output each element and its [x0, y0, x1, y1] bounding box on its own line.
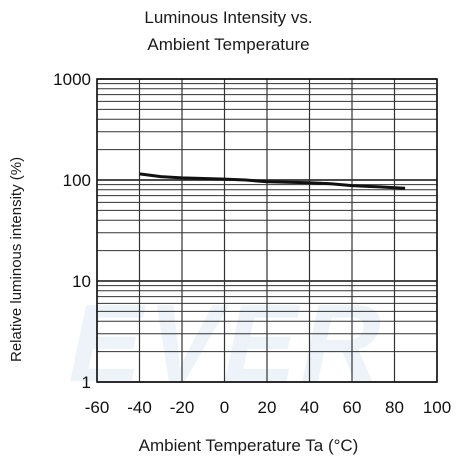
x-tick-label: 100: [423, 398, 451, 417]
plot-frame: [96, 78, 438, 383]
x-tick-label: -20: [170, 398, 195, 417]
x-tick-label: -60: [85, 398, 110, 417]
y-axis-label: Relative luminous intensity (%): [8, 156, 25, 362]
y-tick-label: 1: [82, 373, 91, 392]
x-tick-label: 80: [385, 398, 404, 417]
chart-title-line-2: Ambient Temperature: [147, 35, 310, 54]
x-tick-label: 60: [343, 398, 362, 417]
x-tick-label: -40: [127, 398, 152, 417]
series-line: [139, 172, 406, 190]
y-tick-label: 1000: [53, 70, 91, 89]
y-tick-label: 10: [72, 272, 91, 291]
chart-title-line-1: Luminous Intensity vs.: [144, 8, 313, 27]
y-tick-label: 100: [63, 171, 91, 190]
x-axis-label: Ambient Temperature Ta (°C): [138, 436, 359, 455]
x-tick-label: 40: [300, 398, 319, 417]
x-tick-label: 20: [258, 398, 277, 417]
x-tick-label: 0: [220, 398, 229, 417]
